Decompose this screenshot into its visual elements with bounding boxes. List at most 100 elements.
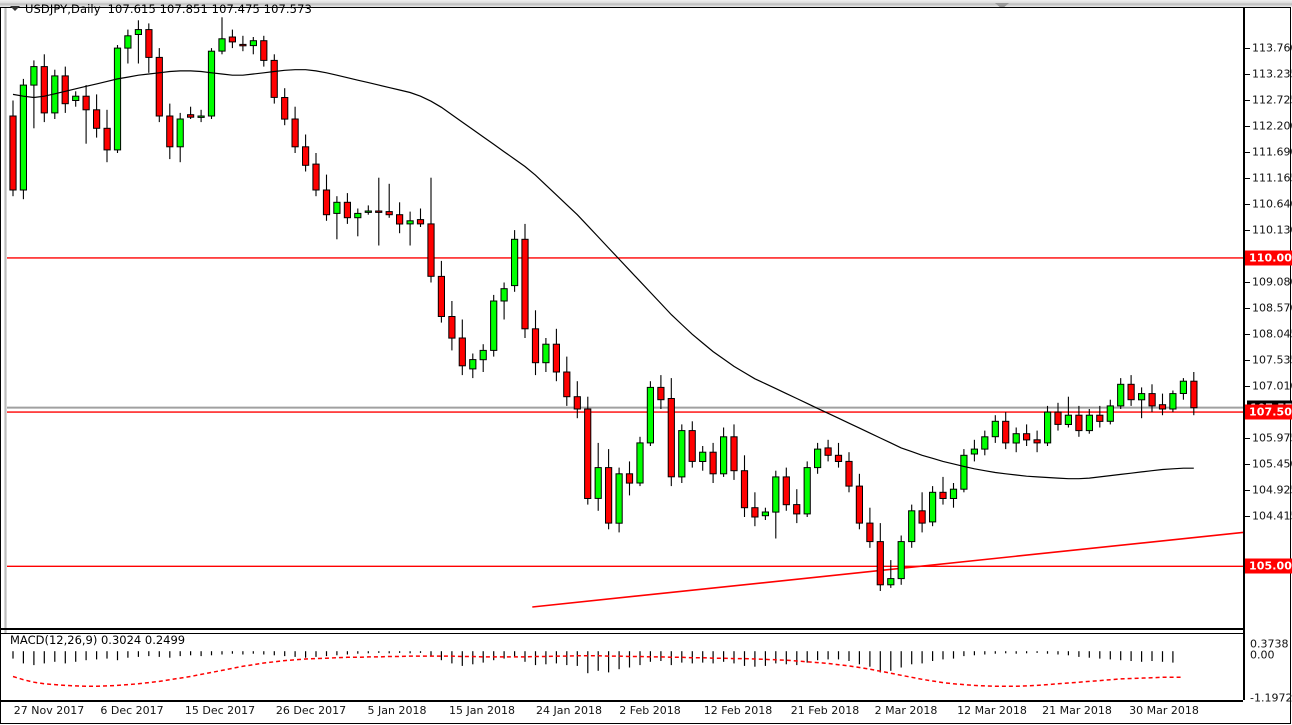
candle-body — [103, 127, 111, 151]
price-tick-label: 105.450 — [1252, 457, 1292, 471]
macd-tick-label: -1.1972 — [1250, 691, 1292, 705]
candle-body — [72, 95, 80, 101]
candle-body — [866, 522, 874, 543]
axis-tick — [1245, 282, 1250, 283]
candle-body — [93, 109, 101, 129]
macd-chart-svg — [12, 651, 1184, 688]
candle-body — [573, 396, 581, 410]
left-scrollbar-edge[interactable] — [4, 8, 7, 633]
price-tick-label: 112.200 — [1252, 119, 1292, 133]
candle-body — [1117, 383, 1125, 407]
candle-body — [291, 118, 299, 148]
date-tick-label: 2 Mar 2018 — [874, 704, 938, 717]
date-axis: 27 Nov 2017 6 Dec 2017 15 Dec 2017 26 Dec 2… — [7, 702, 1247, 722]
pane-divider-bottom — [1, 700, 1243, 702]
candle-body — [19, 84, 27, 191]
candle-body — [1169, 393, 1177, 410]
candle-body — [249, 40, 258, 47]
candle-body — [991, 420, 999, 438]
date-tick-label: 15 Dec 2017 — [184, 704, 256, 717]
axis-tick — [1245, 386, 1250, 387]
axis-tick — [1245, 126, 1250, 127]
candle-body — [375, 210, 383, 213]
candle-body — [803, 467, 811, 515]
candle-body — [333, 201, 341, 214]
axis-tick — [1245, 48, 1250, 49]
level-badge-107-5: 107.500 — [1245, 404, 1292, 420]
date-tick-label: 2 Feb 2018 — [619, 704, 681, 717]
price-scale[interactable]: 113.760 113.235 112.725 112.200 111.690 111.1… — [1245, 8, 1292, 705]
axis-tick — [1245, 464, 1250, 465]
candle-body — [1023, 433, 1031, 441]
price-tick-label: 113.760 — [1252, 41, 1292, 55]
candle-body — [1085, 414, 1094, 432]
macd-pane[interactable] — [7, 636, 1243, 700]
candle-body — [615, 473, 623, 524]
axis-tick — [1245, 438, 1250, 439]
candle-body — [30, 66, 38, 86]
candle-body — [270, 59, 278, 98]
candle-body — [1096, 414, 1104, 422]
date-tick-label: 12 Feb 2018 — [703, 704, 773, 717]
date-tick-label: 5 Jan 2018 — [367, 704, 427, 717]
candle-body — [458, 337, 466, 367]
candle-body — [981, 436, 989, 450]
price-tick-label: 107.535 — [1252, 353, 1292, 367]
candle-body — [511, 238, 519, 287]
candle-body — [406, 220, 414, 225]
candle-body — [448, 316, 456, 339]
candle-body — [594, 467, 602, 499]
candle-body — [1106, 405, 1114, 422]
candle-body — [166, 115, 174, 148]
candle-body — [1190, 380, 1198, 409]
triangle-down-icon[interactable] — [995, 3, 1009, 9]
macd-tick-label: 0.00 — [1250, 648, 1275, 662]
candle-body — [887, 578, 895, 586]
candle-body — [970, 448, 978, 455]
macd-indicator-label: MACD(12,26,9) 0.3024 0.2499 — [10, 633, 186, 647]
axis-tick — [1245, 178, 1250, 179]
price-tick-label: 113.235 — [1252, 67, 1292, 81]
candle-body — [1064, 414, 1073, 426]
candle-body — [1138, 393, 1146, 401]
candle-body — [354, 212, 362, 219]
candle-body — [720, 436, 728, 475]
candle-body — [239, 43, 247, 47]
candle-body — [531, 328, 540, 364]
candle-body — [479, 349, 487, 361]
candle-body — [260, 40, 268, 61]
trendline — [532, 531, 1243, 608]
candle-body — [113, 47, 122, 151]
candle-body — [960, 454, 968, 490]
candle-body — [876, 541, 884, 586]
candle-body — [782, 476, 790, 506]
level-badge-105: 105.000 — [1245, 558, 1292, 574]
pane-divider-top — [1, 628, 1243, 630]
candle-body — [469, 359, 477, 370]
axis-tick — [1245, 230, 1250, 231]
candle-body — [1179, 380, 1188, 395]
candle-body — [793, 504, 801, 515]
ohlc-values: 107.615 107.851 107.475 107.573 — [107, 2, 312, 16]
candle-body — [500, 288, 508, 302]
candle-body — [814, 448, 822, 469]
axis-tick — [1245, 100, 1250, 101]
candle-body — [207, 50, 216, 117]
symbol-label: USDJPY,Daily — [25, 2, 101, 16]
candle-body — [688, 430, 696, 462]
triangle-down-icon[interactable] — [10, 6, 20, 11]
toolbar-strip[interactable] — [0, 0, 1292, 9]
candle-body — [228, 36, 237, 43]
date-tick-label: 21 Feb 2018 — [790, 704, 860, 717]
date-tick-label: 26 Dec 2017 — [275, 704, 347, 717]
axis-tick — [1245, 74, 1250, 75]
candle-body — [1002, 420, 1010, 444]
candle-body — [657, 386, 665, 401]
candle-body — [322, 189, 331, 216]
candle-body — [1054, 411, 1062, 425]
candle-body — [908, 510, 916, 543]
candle-body — [1044, 411, 1052, 444]
price-tick-label: 108.570 — [1252, 301, 1292, 315]
price-pane[interactable] — [7, 8, 1243, 628]
